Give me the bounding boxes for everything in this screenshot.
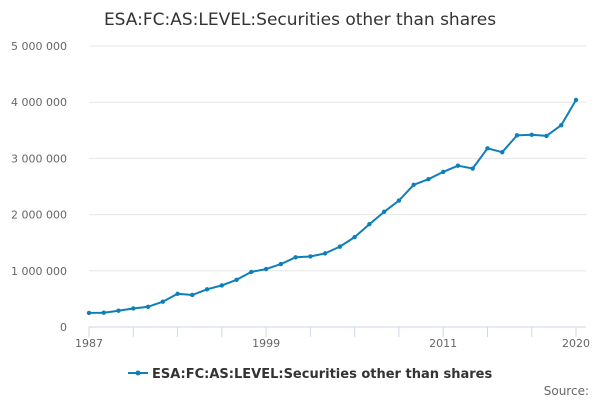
y-tick-label: 4 000 000 <box>11 96 67 109</box>
y-tick-label: 0 <box>60 321 67 334</box>
data-point[interactable] <box>514 133 520 138</box>
legend-marker-icon <box>135 370 141 376</box>
data-point[interactable] <box>455 163 461 168</box>
x-tick-label: 1987 <box>75 337 103 350</box>
data-point[interactable] <box>367 221 372 227</box>
data-point[interactable] <box>559 123 564 128</box>
series-layer <box>86 97 579 316</box>
data-point[interactable] <box>337 244 343 249</box>
data-point[interactable] <box>145 304 151 309</box>
data-point[interactable] <box>308 254 313 259</box>
y-tick-label: 3 000 000 <box>11 152 67 165</box>
data-point[interactable] <box>411 182 416 188</box>
data-point[interactable] <box>322 251 328 256</box>
y-tick-label: 1 000 000 <box>11 265 67 278</box>
data-point[interactable] <box>101 310 106 315</box>
data-point[interactable] <box>131 306 136 311</box>
x-tick-label: 1999 <box>252 337 280 350</box>
data-point[interactable] <box>381 209 387 214</box>
chart-title: ESA:FC:AS:LEVEL:Securities other than sh… <box>104 10 496 30</box>
x-tick-label: 2020 <box>562 337 590 350</box>
data-point[interactable] <box>219 283 225 288</box>
data-point[interactable] <box>263 266 269 272</box>
data-point[interactable] <box>396 198 402 203</box>
data-point[interactable] <box>190 292 195 298</box>
data-point[interactable] <box>278 261 284 267</box>
data-point[interactable] <box>204 287 210 292</box>
data-point[interactable] <box>175 291 180 297</box>
legend-label: ESA:FC:AS:LEVEL:Securities other than sh… <box>152 367 493 382</box>
data-point[interactable] <box>573 97 579 103</box>
data-point[interactable] <box>249 269 254 275</box>
y-axis-tick-labels: 0 1 000 000 2 000 000 3 000 000 4 000 000 5 0… <box>11 40 67 334</box>
data-point[interactable] <box>485 146 490 151</box>
data-point[interactable] <box>470 166 475 171</box>
y-tick-label: 5 000 000 <box>11 40 67 53</box>
data-point[interactable] <box>160 299 165 304</box>
legend[interactable]: ESA:FC:AS:LEVEL:Securities other than sh… <box>128 367 493 382</box>
data-point[interactable] <box>293 255 298 260</box>
data-point[interactable] <box>544 133 549 139</box>
y-tick-label: 2 000 000 <box>11 209 67 222</box>
data-point[interactable] <box>500 150 505 155</box>
data-point[interactable] <box>352 234 357 240</box>
gridlines <box>89 45 586 272</box>
data-point[interactable] <box>529 132 534 137</box>
data-point[interactable] <box>440 169 446 175</box>
series-line <box>88 99 577 314</box>
data-point[interactable] <box>86 310 92 316</box>
data-point[interactable] <box>116 308 121 313</box>
x-axis: 1987 1999 2011 2020 <box>75 326 590 350</box>
data-point[interactable] <box>234 277 239 282</box>
x-tick-label: 2011 <box>429 337 457 350</box>
data-point[interactable] <box>426 176 431 182</box>
source-label: Source: <box>544 384 589 398</box>
